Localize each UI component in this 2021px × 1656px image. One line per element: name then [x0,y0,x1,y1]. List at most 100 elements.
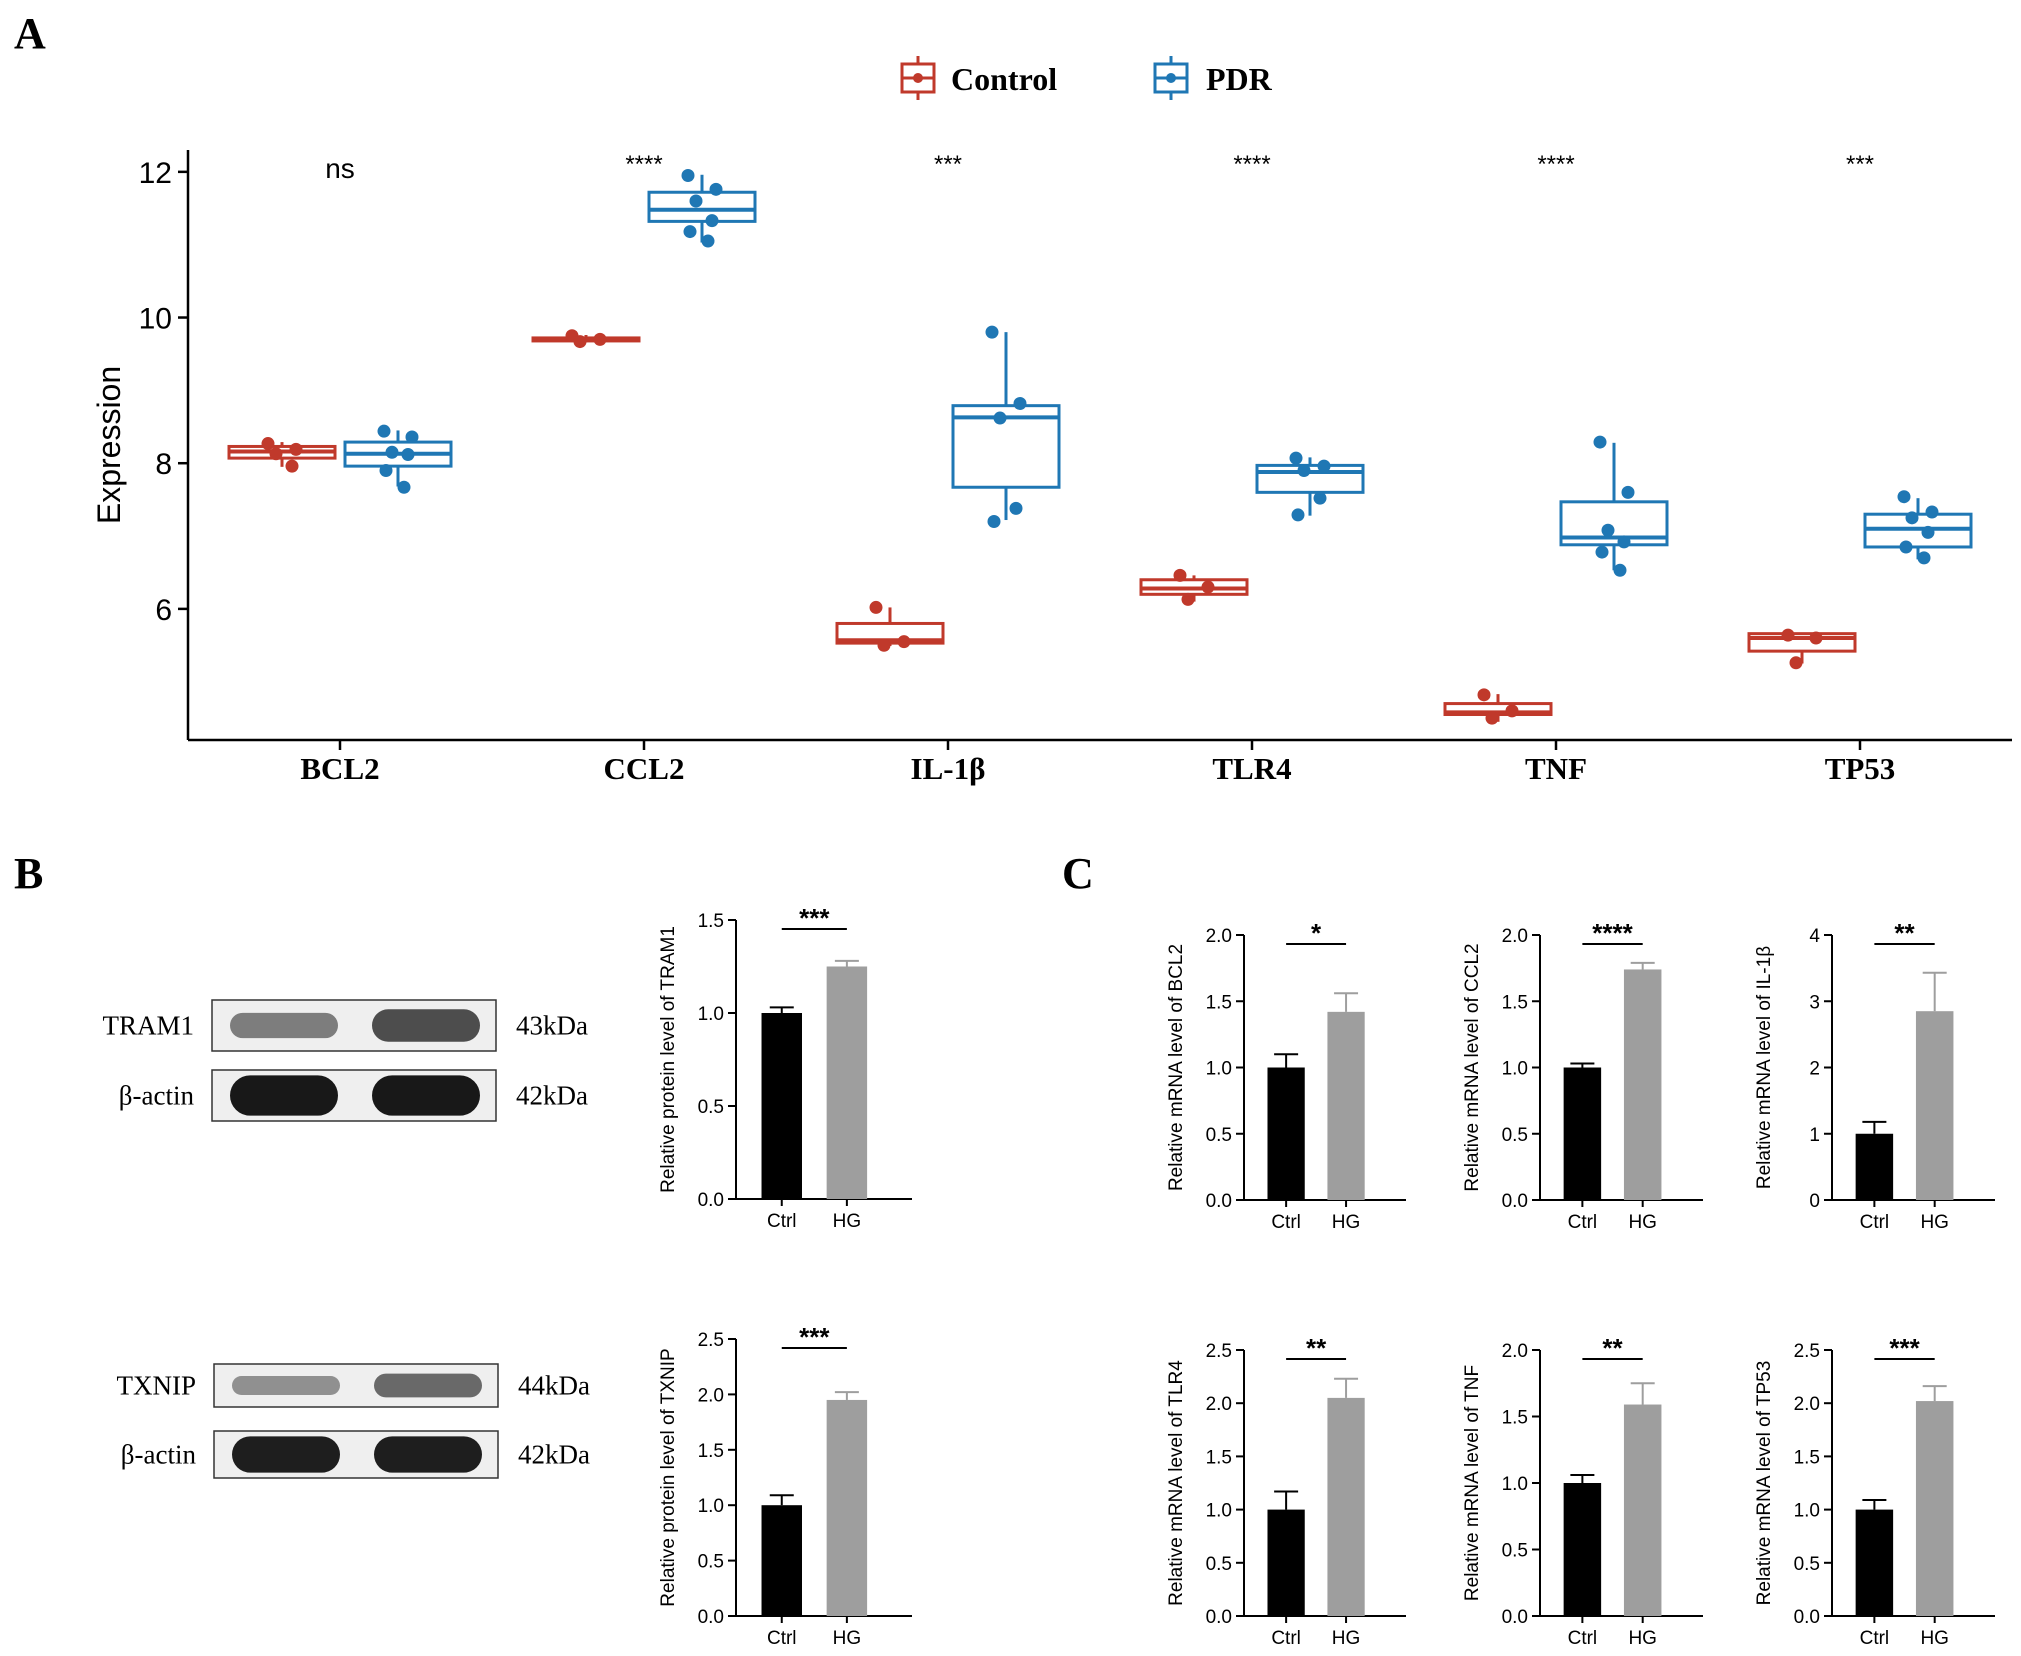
data-point [897,635,911,649]
data-point [379,463,393,477]
blot-kda-label: 42kDa [518,1440,590,1470]
significance-label: *** [799,1322,830,1352]
data-point [1297,463,1311,477]
y-tick-label: 1.5 [1502,1408,1528,1429]
y-tick-label: 0.5 [1206,1125,1232,1146]
y-axis-title: Relative mRNA level of IL-1β [1754,946,1775,1189]
bar-ctrl [1267,1509,1305,1616]
y-tick-label: 0.0 [698,1607,724,1628]
x-tick-label: HG [833,1211,862,1232]
data-point [701,234,715,248]
significance-label: **** [1592,918,1633,948]
significance-label: * [1311,918,1322,948]
blot-band [372,1009,480,1042]
bar-chart-b1: 0.0 0.5 1.0 1.5 Ctrl HG *** Relative protein le… [658,903,912,1232]
data-point [377,424,391,438]
bar-ctrl [1267,1067,1305,1200]
blot-band [232,1375,340,1396]
y-tick-label: 2.5 [1206,1341,1232,1362]
x-tick-label: IL-1β [911,751,986,786]
data-point [1899,540,1913,554]
bar-ctrl [1563,1067,1602,1200]
y-tick-label: 1.5 [1206,992,1232,1013]
pdr-box [951,325,1061,528]
x-tick-label: TNF [1525,751,1587,786]
bar-chart-c2: 0.0 0.5 1.0 1.5 2.0 Ctrl HG **** Relative mRNA l… [1462,918,1703,1233]
y-tick-label: 1.0 [1206,1059,1232,1080]
bar-hg [1915,1401,1954,1616]
bar-hg [1327,1397,1365,1616]
x-tick-label: Ctrl [1860,1628,1890,1649]
y-tick-label: 1.0 [1206,1501,1232,1522]
bar-hg [1327,1011,1365,1200]
pdr-box [343,424,453,494]
data-point [1313,491,1327,505]
data-point [1621,485,1635,499]
y-tick-label: 2.0 [1206,926,1232,947]
bar-chart-c3: 0 1 2 3 4 Ctrl HG ** Relative mRNA level of IL-1… [1754,918,1995,1233]
data-point [985,325,999,339]
blot-kda-label: 43kDa [516,1011,588,1041]
data-point [385,445,399,459]
data-point [1009,501,1023,515]
legend-pdr-key [1153,56,1189,100]
y-tick-label: 1.5 [698,1441,724,1462]
x-tick-label: HG [1628,1212,1657,1233]
panel-label-c: C [1062,849,1094,898]
control-box [1443,688,1553,725]
x-tick-label: CCL2 [604,751,685,786]
control-box [227,437,337,473]
x-tick-label: Ctrl [1860,1212,1890,1233]
y-tick-label: 2.0 [1206,1394,1232,1415]
y-tick-label: 2.0 [1794,1394,1820,1415]
data-point [401,447,415,461]
data-point [1505,704,1519,718]
y-tick-label: 2.0 [1502,926,1528,947]
data-point [1921,525,1935,539]
y-tick-label: 4 [1809,926,1820,947]
data-point [709,182,723,196]
x-tick-label: HG [1332,1628,1361,1649]
data-point [987,514,1001,528]
blot-row-label: TXNIP [117,1371,197,1401]
data-point [877,638,891,652]
blot-band [230,1012,338,1039]
y-axis-title: Relative protein level of TXNIP [658,1348,679,1606]
bar-hg [826,1399,868,1616]
y-tick-label: 6 [155,594,172,627]
y-tick-label: 0.0 [1206,1607,1232,1628]
y-tick-label: 0.0 [1794,1607,1820,1628]
data-point [1485,711,1499,725]
data-point [869,600,883,614]
y-tick-label: 0.5 [1206,1554,1232,1575]
y-axis-title: Relative mRNA level of TLR4 [1166,1360,1187,1606]
data-point [1917,551,1931,565]
pdr-box [647,168,757,248]
x-tick-label: Ctrl [1271,1212,1301,1233]
data-point [705,214,719,228]
significance-label: ns [325,153,355,184]
data-point [397,480,411,494]
y-tick-label: 2.5 [698,1330,724,1351]
y-axis-title: Relative mRNA level of TP53 [1754,1361,1775,1606]
y-tick-label: 1.5 [1502,992,1528,1013]
control-box [835,600,945,652]
western-blots: TRAM1 43kDa β-actin 42kDa TXNIP 44kDa β-actin 4… [102,999,590,1479]
data-point [993,411,1007,425]
data-point [1291,508,1305,522]
data-point [1317,459,1331,473]
bar-hg [1623,1404,1662,1616]
bar-chart-c1: 0.0 0.5 1.0 1.5 2.0 Ctrl HG * Relative mRNA leve… [1166,918,1406,1233]
blot-band [232,1436,340,1473]
x-tick-label: Ctrl [1271,1628,1301,1649]
y-tick-label: 2 [1809,1059,1820,1080]
significance-label: ** [1602,1333,1623,1363]
data-point [1925,505,1939,519]
x-tick-label: Ctrl [1568,1628,1598,1649]
x-tick-label: Ctrl [1568,1212,1598,1233]
data-point [1617,535,1631,549]
bar-ctrl [761,1013,802,1199]
blot-band [374,1373,482,1398]
